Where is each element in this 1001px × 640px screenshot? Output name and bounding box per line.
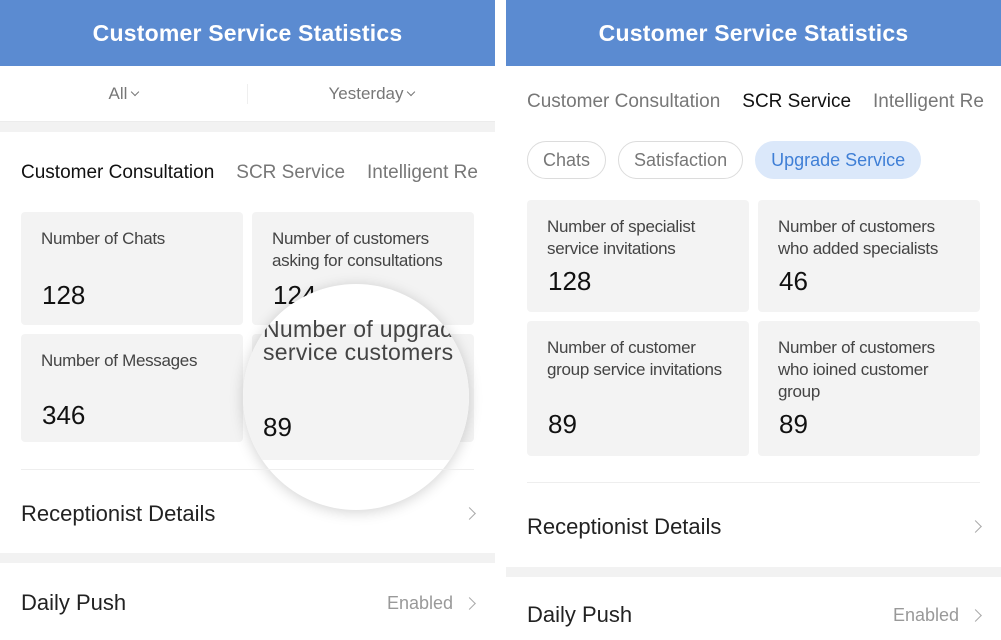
stat-value: 128 <box>548 266 592 296</box>
magnified-stat-value: 89 <box>263 412 292 442</box>
category-tabs: Customer Consultation SCR Service Intell… <box>527 91 1001 123</box>
daily-push-row[interactable]: Daily Push Enabled <box>527 577 982 640</box>
stat-label: Number of customer group service invitat… <box>547 338 722 379</box>
stat-card-joined-group[interactable]: Number of customers who ioined customer … <box>758 321 980 456</box>
label-line: service customers <box>263 339 454 365</box>
chevron-right-icon <box>463 596 476 610</box>
stat-label: Number of specialist service invitations <box>547 217 696 258</box>
sub-tab-upgrade-service[interactable]: Upgrade Service <box>755 141 922 179</box>
section-divider <box>0 553 495 563</box>
row-title: Receptionist Details <box>527 513 722 539</box>
stat-value: 89 <box>548 409 577 439</box>
section-divider <box>0 122 495 132</box>
stat-card-chats[interactable]: Number of Chats 128 <box>21 212 243 325</box>
daily-push-status: Enabled <box>386 592 453 613</box>
magnifier-lens: Number of upgrade service customers 89 <box>243 284 469 510</box>
filter-bar: All Yesterday <box>0 66 495 122</box>
stat-card-upgrade-service[interactable] <box>243 324 469 460</box>
stat-label: Number of Chats <box>41 229 165 248</box>
screen-gap <box>495 0 506 640</box>
page-title: Customer Service Statistics <box>0 0 495 66</box>
row-title: Receptionist Details <box>21 500 216 526</box>
tab-label: SCR Service <box>236 162 346 183</box>
left-screen: Customer Service Statistics All Yesterda… <box>0 0 495 640</box>
stat-card-specialist-invitations[interactable]: Number of specialist service invitations… <box>527 200 749 312</box>
stat-value: 46 <box>779 266 808 296</box>
tab-label: Intelligent Re <box>873 91 984 112</box>
label-line: Number of upgrade <box>263 316 467 342</box>
stat-value: 128 <box>42 280 86 310</box>
chevron-right-icon <box>463 507 476 520</box>
chevron-right-icon <box>969 520 982 533</box>
stat-value: 346 <box>42 400 86 430</box>
tab-label: Intelligent Re <box>367 162 478 183</box>
right-screen: Customer Service Statistics Customer Con… <box>506 0 1001 640</box>
row-title: Daily Push <box>527 602 633 627</box>
tab-customer-consultation[interactable]: Customer Consultation <box>21 162 214 194</box>
row-title: Daily Push <box>21 590 127 615</box>
tab-scr-service[interactable]: SCR Service <box>742 91 851 123</box>
stat-card-added-specialists[interactable]: Number of customers who added specialist… <box>758 200 980 312</box>
receptionist-details-row[interactable]: Receptionist Details <box>21 469 476 557</box>
stat-card-group-invitations[interactable]: Number of customer group service invitat… <box>527 321 749 456</box>
stat-label: Number of customers asking for consultat… <box>272 229 443 270</box>
sub-tab-chats[interactable]: Chats <box>527 141 607 179</box>
daily-push-row[interactable]: Daily Push Enabled <box>21 563 476 640</box>
tab-customer-consultation[interactable]: Customer Consultation <box>527 91 720 123</box>
tab-label: SCR Service <box>742 91 852 112</box>
scope-filter-dropdown[interactable]: All <box>0 84 247 104</box>
date-filter-label: Yesterday <box>328 83 404 103</box>
tab-intelligent-reception[interactable]: Intelligent Re <box>873 91 984 123</box>
magnified-stat-label: Number of upgrade service customers <box>263 318 466 364</box>
tab-scr-service[interactable]: SCR Service <box>236 162 345 194</box>
page-title: Customer Service Statistics <box>506 0 1001 66</box>
sub-tab-pills: Chats Satisfaction Upgrade Service <box>527 141 922 179</box>
section-divider <box>506 567 1001 577</box>
stat-label: Number of Messages <box>41 351 198 370</box>
sub-tab-satisfaction[interactable]: Satisfaction <box>618 141 744 179</box>
receptionist-details-row[interactable]: Receptionist Details <box>527 482 982 570</box>
chevron-down-icon <box>407 87 416 96</box>
chevron-right-icon <box>969 608 982 622</box>
tab-label: Customer Consultation <box>527 91 721 112</box>
stat-value: 89 <box>779 409 808 439</box>
category-tabs: Customer Consultation SCR Service Intell… <box>21 162 495 194</box>
tab-intelligent-reception[interactable]: Intelligent Re <box>367 162 478 194</box>
stat-label: Number of customers who ioined customer … <box>778 338 935 401</box>
date-filter-dropdown[interactable]: Yesterday <box>247 83 495 104</box>
chevron-down-icon <box>131 87 140 96</box>
scope-filter-label: All <box>108 83 128 103</box>
daily-push-status: Enabled <box>892 604 959 625</box>
stat-label: Number of customers who added specialist… <box>778 217 939 258</box>
stat-card-messages[interactable]: Number of Messages 346 <box>21 334 243 442</box>
tab-label: Customer Consultation <box>21 162 215 183</box>
